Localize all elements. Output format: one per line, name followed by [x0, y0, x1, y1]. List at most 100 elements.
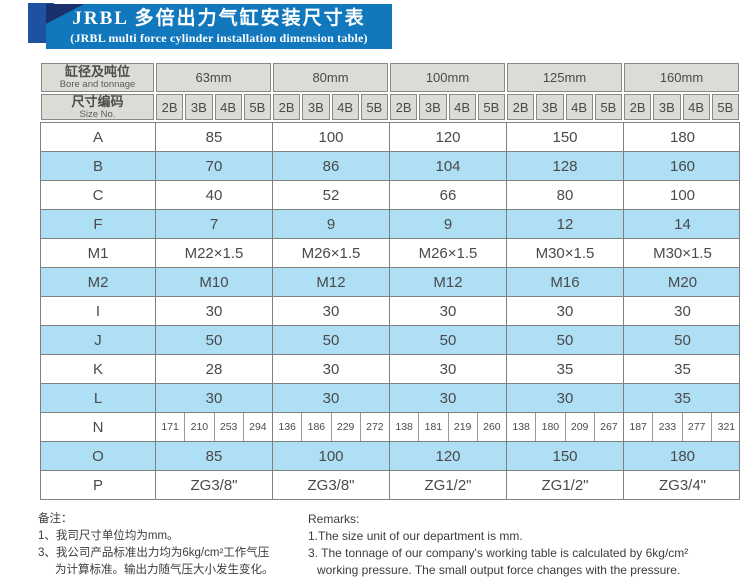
dim-value-cell: 80 [507, 181, 624, 209]
dim-value-cell: 210 [185, 413, 215, 441]
dim-value-cell: 7 [156, 210, 273, 238]
row-label: L [41, 384, 156, 412]
dim-value-cell: ZG3/8" [273, 471, 390, 499]
dim-value-cell: 267 [595, 413, 624, 441]
dim-value-cell: 233 [653, 413, 683, 441]
note-line: 1.The size unit of our department is mm. [308, 529, 523, 543]
corner-header-bore-tonnage: 缸径及吨位 Bore and tonnage [41, 63, 154, 92]
size-code-cell: 5B [594, 94, 622, 120]
dim-value-cell: 229 [332, 413, 361, 441]
note-line: working pressure. The small output force… [317, 563, 681, 577]
row-label: B [41, 152, 156, 180]
dim-value-cell: 171 [156, 413, 186, 441]
note-line: Remarks: [308, 512, 360, 526]
dim-value-cell: 30 [156, 384, 273, 412]
corner-header-en: Bore and tonnage [59, 79, 136, 90]
dim-value-cell: 12 [507, 210, 624, 238]
row-label: A [41, 123, 156, 151]
size-code-cell: 3B [185, 94, 213, 120]
dim-value-cell: 86 [273, 152, 390, 180]
dim-value-cell: 30 [273, 297, 390, 325]
table-header-bores: 缸径及吨位 Bore and tonnage 63mm 80mm 100mm 125m… [40, 62, 740, 93]
table-row: M1 M22×1.5 M26×1.5 M26×1.5 M30×1.5 M30×1.5 [41, 239, 739, 268]
dim-value-cell: 180 [669, 128, 696, 146]
dim-value-cell: 138 [390, 413, 420, 441]
row-label: M2 [41, 268, 156, 296]
row-label: P [41, 471, 156, 499]
dim-value-cell: M16 [507, 268, 624, 296]
dim-value-cell: 100 [273, 442, 390, 470]
row-label: I [41, 297, 156, 325]
bore-header-cell: 160mm [624, 63, 739, 92]
table-row: N 171 210 253 294 136 186 229 272 138 181 219 260 138… [41, 413, 739, 442]
dim-value-cell: M30×1.5 [507, 239, 624, 267]
dim-value-cell: 30 [390, 355, 507, 383]
dim-value-cell: 150 [507, 123, 624, 151]
dim-value-cell: 30 [507, 297, 624, 325]
dim-value-cell: 30 [674, 302, 691, 320]
corner-header-zh: 缸径及吨位 [64, 64, 130, 79]
note-line: 1、我司尺寸单位均为mm。 [38, 530, 179, 542]
dim-value-cell: 85 [156, 123, 273, 151]
dim-value-cell: ZG3/8" [156, 471, 273, 499]
dim-value-cell: ZG3/4" [658, 476, 706, 494]
dim-value-cell: 30 [273, 355, 390, 383]
size-code-cell: 5B [477, 94, 505, 120]
note-line: 3、我公司产品标准出力均为6kg/cm²工作气压 [38, 547, 270, 559]
bore-header-cell: 80mm [273, 63, 388, 92]
dim-value-cell: 180 [669, 447, 696, 465]
dim-value-cell: 186 [302, 413, 332, 441]
row-label: K [41, 355, 156, 383]
dim-value-cell: 50 [390, 326, 507, 354]
dim-value-cell: 150 [507, 442, 624, 470]
title-banner: JRBL 多倍出力气缸安装尺寸表 (JRBL multi force cylin… [46, 4, 392, 49]
dim-value-cell: 35 [507, 355, 624, 383]
dim-value-cell: 30 [156, 297, 273, 325]
dimension-table: 缸径及吨位 Bore and tonnage 63mm 80mm 100mm 125m… [40, 62, 740, 500]
dim-value-cell: 50 [674, 331, 691, 349]
dim-value-cell: 70 [156, 152, 273, 180]
dim-value-cell: M22×1.5 [156, 239, 273, 267]
remarks-zh: 备注： 1、我司尺寸单位均为mm。 3、我公司产品标准出力均为6kg/cm²工作气压… [38, 511, 306, 579]
dim-value-cell: M26×1.5 [390, 239, 507, 267]
dim-value-cell: 272 [361, 413, 390, 441]
dim-value-cell: 260 [478, 413, 507, 441]
row-label: O [41, 442, 156, 470]
size-code-cell: 4B [565, 94, 593, 120]
size-code-cell: 3B [302, 94, 330, 120]
size-code-cell: 4B [682, 94, 710, 120]
dim-value-cell: 120 [390, 123, 507, 151]
dim-value-cell: 35 [674, 389, 691, 407]
size-code-cell: 4B [214, 94, 242, 120]
size-code-cell: 2B [390, 94, 418, 120]
size-code-cell: 3B [653, 94, 681, 120]
dim-value-cell: 120 [390, 442, 507, 470]
dim-value-cell: 9 [273, 210, 390, 238]
size-code-cell: 2B [273, 94, 301, 120]
dim-value-cell: M26×1.5 [273, 239, 390, 267]
note-line: 为计算标准。输出力随气压大小发生变化。 [55, 564, 274, 576]
size-code-cell: 3B [419, 94, 447, 120]
dim-value-cell: 187 [624, 413, 654, 441]
remarks-en: Remarks: 1.The size unit of our departmen… [308, 511, 744, 579]
row-label: M1 [41, 239, 156, 267]
dim-value-cell: 277 [683, 413, 712, 441]
dim-value-cell: 40 [156, 181, 273, 209]
note-line: 3. The tonnage of our company's working … [308, 546, 689, 560]
dim-value-cell: 85 [156, 442, 273, 470]
table-row: B 70 86 104 128 160 [41, 152, 739, 181]
table-body: A 85 100 120 150 180 B 70 86 104 128 160 C 40 52 66 80 10… [40, 122, 740, 500]
dim-value-cell: 321 [717, 421, 736, 433]
dim-value-cell: 138 [507, 413, 537, 441]
dim-value-cell: 181 [419, 413, 449, 441]
dim-value-cell: 35 [674, 360, 691, 378]
dim-value-cell: ZG1/2" [507, 471, 624, 499]
dim-value-cell: 30 [507, 384, 624, 412]
size-code-cell: 4B [331, 94, 359, 120]
table-row: A 85 100 120 150 180 [41, 123, 739, 152]
row-label: C [41, 181, 156, 209]
dim-value-cell: ZG1/2" [390, 471, 507, 499]
size-no-header-en: Size No. [79, 108, 116, 120]
table-header-size-codes: 尺寸编码 Size No. 2B 3B 4B 5B 2B 3B 4B 5B 2B 3B 4B 5B 2B… [40, 93, 740, 121]
